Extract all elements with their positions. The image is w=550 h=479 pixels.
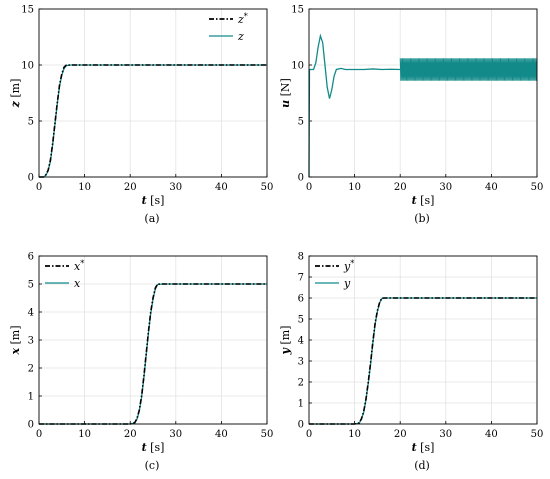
x-tick-label: 10 <box>348 182 361 193</box>
y-tick-label: 4 <box>298 336 304 347</box>
x-tick-label: 50 <box>531 182 544 193</box>
x-tick-label: 30 <box>169 429 182 440</box>
plot-frame <box>38 8 268 178</box>
panel-label: (b) <box>414 212 430 225</box>
panel-d: 0 10 20 30 40 50 0 1 2 3 4 5 6 7 8 y* y t [s] y [m] (d) <box>279 252 543 473</box>
y-tick-label: 0 <box>298 420 304 431</box>
panel-label: (a) <box>144 212 159 225</box>
legend-label: x <box>74 277 81 290</box>
x-axis-label: t [s] <box>412 194 435 207</box>
x-tick-label: 30 <box>169 182 182 193</box>
x-tick-label: 10 <box>78 429 91 440</box>
x-tick-label: 20 <box>124 429 137 440</box>
y-tick-label: 1 <box>28 392 34 403</box>
y-axis-label: x [m] <box>9 325 22 355</box>
x-tick-label: 0 <box>306 182 312 193</box>
y-axis-label: y [m] <box>279 326 292 356</box>
x-tick-label: 50 <box>261 429 274 440</box>
y-axis-label: u [N] <box>279 78 292 108</box>
x-tick-label: 40 <box>485 429 498 440</box>
legend-label: y <box>343 277 351 290</box>
y-tick-label: 5 <box>28 117 34 128</box>
x-tick-label: 20 <box>394 429 407 440</box>
panel-label: (d) <box>414 459 430 472</box>
y-tick-label: 15 <box>291 5 304 16</box>
x-tick-label: 50 <box>531 429 544 440</box>
x-axis-label: t [s] <box>142 441 165 454</box>
series-line-oscillation <box>399 58 538 81</box>
x-axis-label: t [s] <box>142 194 165 207</box>
y-tick-label: 10 <box>291 61 304 72</box>
legend: y* y <box>315 259 354 290</box>
legend-label: x* <box>74 259 84 273</box>
legend: z* z <box>209 12 248 43</box>
plot-frame <box>308 255 538 425</box>
panel-c: 0 10 20 30 40 50 0 1 2 3 4 5 6 x* x t [s] x [m] (c) <box>9 252 273 473</box>
y-tick-label: 3 <box>28 336 34 347</box>
series-line-z-ref <box>39 64 267 178</box>
y-tick-label: 5 <box>28 280 34 291</box>
series-line-y-ref <box>309 297 537 425</box>
x-tick-label: 30 <box>439 429 452 440</box>
y-tick-label: 0 <box>28 173 34 184</box>
y-tick-label: 5 <box>298 117 304 128</box>
y-tick-label: 5 <box>298 315 304 326</box>
y-tick-label: 7 <box>298 273 304 284</box>
x-tick-label: 0 <box>36 429 42 440</box>
series-line-u <box>308 33 401 178</box>
y-tick-label: 8 <box>298 252 304 263</box>
y-tick-label: 2 <box>298 378 304 389</box>
y-tick-label: 6 <box>298 294 304 305</box>
y-axis-label: z [m] <box>9 79 22 109</box>
x-tick-label: 40 <box>215 429 228 440</box>
x-tick-label: 0 <box>306 429 312 440</box>
x-axis-label: t [s] <box>412 441 435 454</box>
y-tick-label: 10 <box>21 61 34 72</box>
y-tick-label: 6 <box>28 252 34 263</box>
plot-frame <box>308 8 538 178</box>
y-tick-label: 1 <box>298 399 304 410</box>
x-tick-label: 20 <box>394 182 407 193</box>
x-tick-label: 40 <box>485 182 498 193</box>
x-tick-label: 10 <box>78 182 91 193</box>
x-tick-label: 50 <box>261 182 274 193</box>
panel-b: 0 10 20 30 40 50 0 5 10 15 t [s] u [N] (b) <box>279 5 543 226</box>
y-tick-label: 15 <box>21 5 34 16</box>
legend-label: y* <box>343 259 354 273</box>
legend-label: z* <box>237 12 248 26</box>
series-line-x-ref <box>39 283 267 425</box>
y-tick-label: 2 <box>28 364 34 375</box>
plot-frame <box>38 255 268 425</box>
y-tick-label: 0 <box>298 173 304 184</box>
legend: x* x <box>45 259 84 290</box>
x-tick-label: 30 <box>439 182 452 193</box>
y-tick-label: 0 <box>28 420 34 431</box>
x-tick-label: 10 <box>348 429 361 440</box>
y-tick-label: 3 <box>298 357 304 368</box>
y-tick-label: 4 <box>28 308 34 319</box>
x-tick-label: 20 <box>124 182 137 193</box>
legend-label: z <box>237 30 244 43</box>
series-line-x <box>39 283 267 425</box>
panel-a: 0 10 20 30 40 50 0 5 10 15 z* z t [s] z [m] (a) <box>9 5 273 226</box>
panel-label: (c) <box>145 459 160 472</box>
x-tick-label: 0 <box>36 182 42 193</box>
x-tick-label: 40 <box>215 182 228 193</box>
